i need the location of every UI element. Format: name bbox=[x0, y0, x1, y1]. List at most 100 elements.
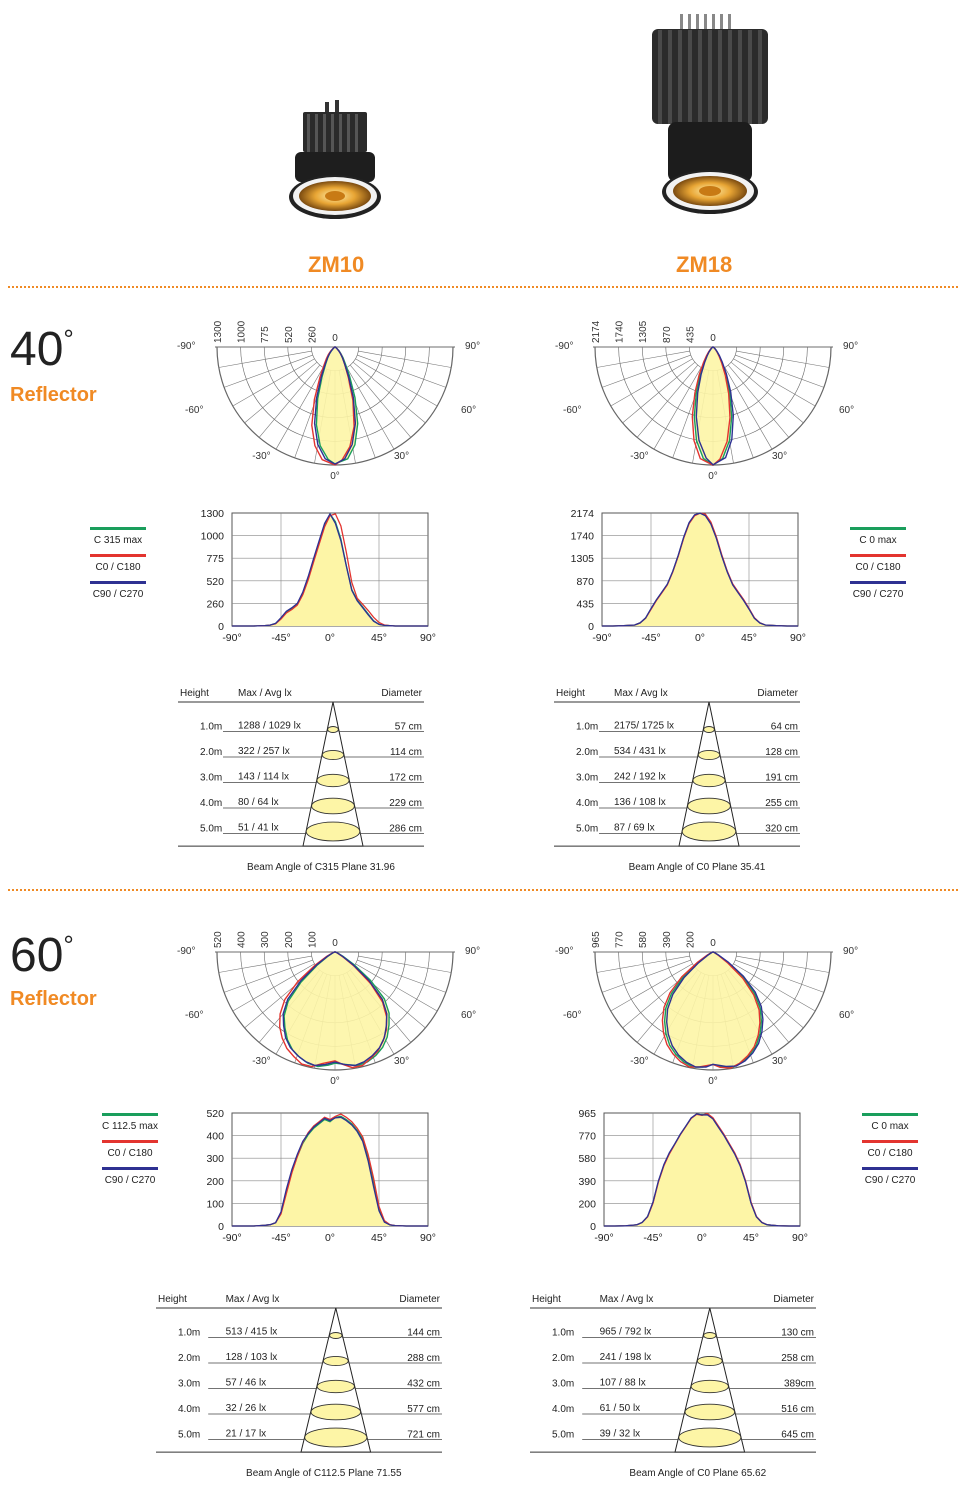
legend-swatch-1 bbox=[102, 1113, 158, 1116]
linear-y-tick: 520 bbox=[206, 1108, 224, 1120]
polar-fill bbox=[284, 952, 390, 1067]
beam-ellipse bbox=[690, 1379, 729, 1394]
polar-spoke bbox=[653, 367, 702, 450]
polar-series-1 bbox=[283, 951, 390, 1068]
polar-radial-tick: 400 bbox=[237, 931, 248, 948]
legend-swatch-3 bbox=[862, 1167, 918, 1170]
table-header-maxavg: Max / Avg lx bbox=[600, 1294, 654, 1305]
polar-radial-tick: 965 bbox=[591, 931, 602, 948]
table-height-cell: 3.0m bbox=[200, 773, 222, 784]
table-header-maxavg: Max / Avg lx bbox=[226, 1294, 280, 1305]
table-height-cell: 4.0m bbox=[178, 1404, 200, 1415]
polar-angle-left-30: -30° bbox=[630, 1056, 648, 1067]
legend-swatch-1 bbox=[850, 527, 906, 530]
polar-spoke bbox=[218, 955, 312, 973]
polar-spoke bbox=[357, 959, 446, 993]
linear-series-3 bbox=[602, 512, 798, 627]
polar-spoke bbox=[622, 361, 696, 424]
beam-ellipse bbox=[304, 1427, 368, 1448]
table-footer-beam-angle: Beam Angle of C0 Plane 65.62 bbox=[629, 1468, 766, 1479]
table-maxavg-cell: 39 / 32 lx bbox=[600, 1429, 641, 1440]
polar-spoke bbox=[358, 350, 452, 368]
zm18-40-illuminance-table: Height Max / Avg lx Diameter 1.0m 2175/ 1725… bbox=[554, 688, 800, 873]
linear-y-tick: 0 bbox=[588, 621, 594, 633]
polar-angle-right-30: 30° bbox=[772, 1056, 787, 1067]
table-header-height: Height bbox=[532, 1294, 561, 1305]
reflector-label-60: Reflector bbox=[10, 988, 97, 1010]
table-diameter-cell: 258 cm bbox=[781, 1353, 814, 1364]
zm18-60-linear-chart: 965 770 580 390 200 0-90° -45° 0° 45° 90° bbox=[578, 1108, 808, 1244]
linear-x-tick: 0° bbox=[325, 632, 335, 644]
linear-x-tick: 45° bbox=[741, 632, 757, 644]
polar-radial-tick: 200 bbox=[685, 931, 696, 948]
beam-ellipse bbox=[327, 726, 339, 733]
polar-angle-right-30: 30° bbox=[394, 451, 409, 462]
linear-x-tick: 90° bbox=[792, 1232, 808, 1244]
linear-y-tick: 200 bbox=[578, 1198, 596, 1210]
zm10-60-polar-chart: 520 400 300 200 100 0 0° -90° 90° -60° 60° -30° 30° bbox=[177, 931, 480, 1087]
linear-y-tick: 1300 bbox=[201, 508, 225, 520]
beam-ellipse bbox=[687, 797, 731, 815]
legend-swatch-2 bbox=[850, 554, 906, 557]
polar-spoke bbox=[224, 354, 313, 388]
polar-spoke bbox=[358, 955, 452, 973]
linear-y-tick: 770 bbox=[578, 1131, 596, 1143]
legend-label-1: C 315 max bbox=[94, 535, 142, 546]
beam-ellipse bbox=[311, 797, 355, 815]
polar-spoke bbox=[596, 350, 690, 368]
table-header-maxavg: Max / Avg lx bbox=[238, 688, 292, 699]
polar-series-3 bbox=[665, 951, 764, 1068]
polar-radial-tick: 580 bbox=[638, 931, 649, 948]
polar-radial-tick: 770 bbox=[615, 931, 626, 948]
polar-spoke bbox=[736, 350, 830, 368]
table-height-cell: 5.0m bbox=[552, 1430, 574, 1441]
polar-radial-tick: 520 bbox=[284, 326, 295, 343]
polar-spoke bbox=[224, 959, 313, 993]
polar-radial-tick: 435 bbox=[685, 326, 696, 343]
table-diameter-cell: 516 cm bbox=[781, 1404, 814, 1415]
polar-spoke bbox=[232, 963, 315, 1012]
legend-swatch-3 bbox=[850, 581, 906, 584]
legend-label-1: C 112.5 max bbox=[102, 1121, 158, 1132]
polar-radial-tick: 1305 bbox=[638, 320, 649, 343]
table-header-maxavg: Max / Avg lx bbox=[614, 688, 668, 699]
beam-angle-60-title: 60° bbox=[10, 929, 74, 982]
polar-radial-tick: 870 bbox=[662, 326, 673, 343]
table-diameter-cell: 172 cm bbox=[389, 773, 422, 784]
polar-spoke bbox=[727, 364, 790, 438]
table-maxavg-cell: 80 / 64 lx bbox=[238, 797, 279, 808]
zm10-downlight-icon bbox=[289, 100, 381, 219]
table-maxavg-cell: 242 / 192 lx bbox=[614, 772, 666, 783]
polar-spoke bbox=[636, 364, 699, 438]
table-diameter-cell: 229 cm bbox=[389, 798, 422, 809]
table-header-diameter: Diameter bbox=[757, 688, 798, 699]
table-maxavg-cell: 322 / 257 lx bbox=[238, 746, 290, 757]
polar-angle-left-30: -30° bbox=[252, 1056, 270, 1067]
table-header-diameter: Diameter bbox=[773, 1294, 814, 1305]
table-height-cell: 5.0m bbox=[576, 824, 598, 835]
table-height-cell: 4.0m bbox=[576, 798, 598, 809]
table-height-cell: 4.0m bbox=[200, 798, 222, 809]
table-diameter-cell: 255 cm bbox=[765, 798, 798, 809]
linear-series-3 bbox=[232, 1116, 428, 1227]
reflector-label-40: Reflector bbox=[10, 384, 97, 406]
beam-ellipse bbox=[703, 1332, 717, 1339]
table-header-height: Height bbox=[180, 688, 209, 699]
linear-y-tick: 775 bbox=[206, 553, 224, 565]
legend-label-1: C 0 max bbox=[859, 535, 896, 546]
legend-swatch-2 bbox=[90, 554, 146, 557]
linear-x-tick: 90° bbox=[420, 632, 436, 644]
table-height-cell: 2.0m bbox=[576, 747, 598, 758]
linear-x-tick: -90° bbox=[592, 632, 611, 644]
linear-y-tick: 400 bbox=[206, 1131, 224, 1143]
beam-ellipse bbox=[316, 1379, 355, 1394]
legend-label-1: C 0 max bbox=[871, 1121, 908, 1132]
linear-y-tick: 1740 bbox=[571, 531, 595, 543]
polar-spoke bbox=[735, 354, 824, 388]
linear-y-tick: 260 bbox=[206, 598, 224, 610]
legend-zm18-60: C 0 max C0 / C180 C90 / C270 bbox=[862, 1113, 918, 1186]
polar-radial-tick: 100 bbox=[307, 931, 318, 948]
table-height-cell: 1.0m bbox=[552, 1328, 574, 1339]
linear-fill bbox=[602, 512, 798, 626]
polar-radial-tick: 1300 bbox=[213, 320, 224, 343]
